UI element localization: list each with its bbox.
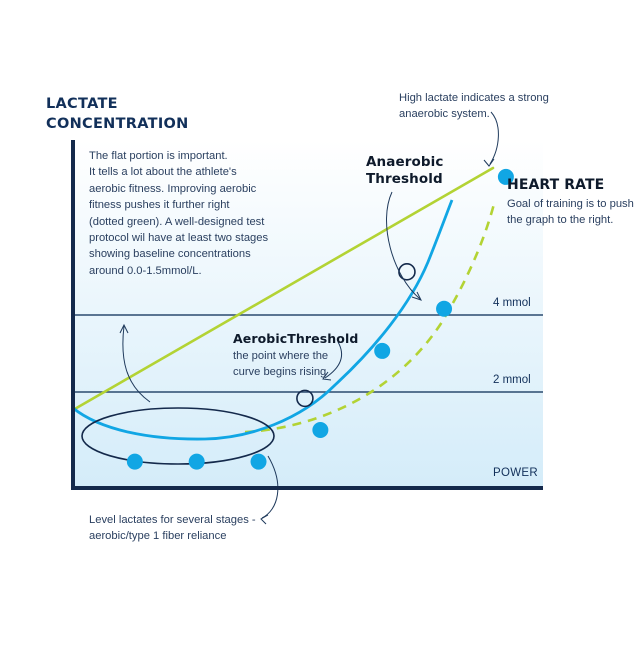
x-axis-title: POWER (493, 467, 538, 479)
aerobic-threshold-arrow-head (322, 371, 332, 381)
level-lactates-arrow-head (260, 514, 269, 525)
lactate-point (126, 453, 143, 470)
flat-portion-arrow (122, 325, 151, 403)
plot-background (73, 140, 543, 488)
lactate-point (250, 453, 267, 470)
lactate-points (126, 168, 514, 470)
heart-rate-line (71, 166, 495, 412)
lactate-curve (72, 199, 454, 441)
aerobic-threshold-arrow (324, 341, 342, 379)
lactate-point (497, 168, 514, 185)
level-label-2-mmol: 2 mmol (493, 374, 531, 386)
flat-portion-arrow-head (119, 323, 129, 334)
lactate-point (188, 453, 205, 470)
high-lactate-arrow-head (483, 158, 495, 167)
anaerobic-threshold-arrow (386, 191, 421, 300)
lactate-point (374, 342, 391, 359)
lactate-point (312, 422, 329, 438)
aerobic-threshold-note: the point where the curve begins rising (233, 350, 329, 379)
heart-rate-title: HEART RATE (507, 177, 605, 193)
anaerobic-threshold-label: Anaerobic Threshold (366, 154, 444, 187)
level-lactates-arrow (261, 455, 279, 519)
high-lactate-note: High lactate indicates a strong anaerobi… (399, 92, 549, 121)
flat-portion-ellipse (81, 407, 275, 465)
y-axis-title: LACTATE CONCENTRATION (46, 96, 189, 132)
anaerobic-threshold-arrow-head (411, 291, 422, 301)
aerobic-threshold-marker (296, 389, 314, 408)
level-lactates-note: Level lactates for several stages - aero… (89, 514, 256, 543)
improved-fitness-curve (244, 199, 497, 434)
high-lactate-arrow (489, 111, 499, 165)
flat-portion-note: The flat portion is important. It tells … (89, 150, 269, 277)
aerobic-threshold-title: AerobicThreshold (233, 331, 359, 346)
lactate-point (436, 300, 453, 317)
heart-rate-note: Goal of training is to push the graph to… (507, 198, 634, 227)
level-label-4-mmol: 4 mmol (493, 297, 531, 309)
